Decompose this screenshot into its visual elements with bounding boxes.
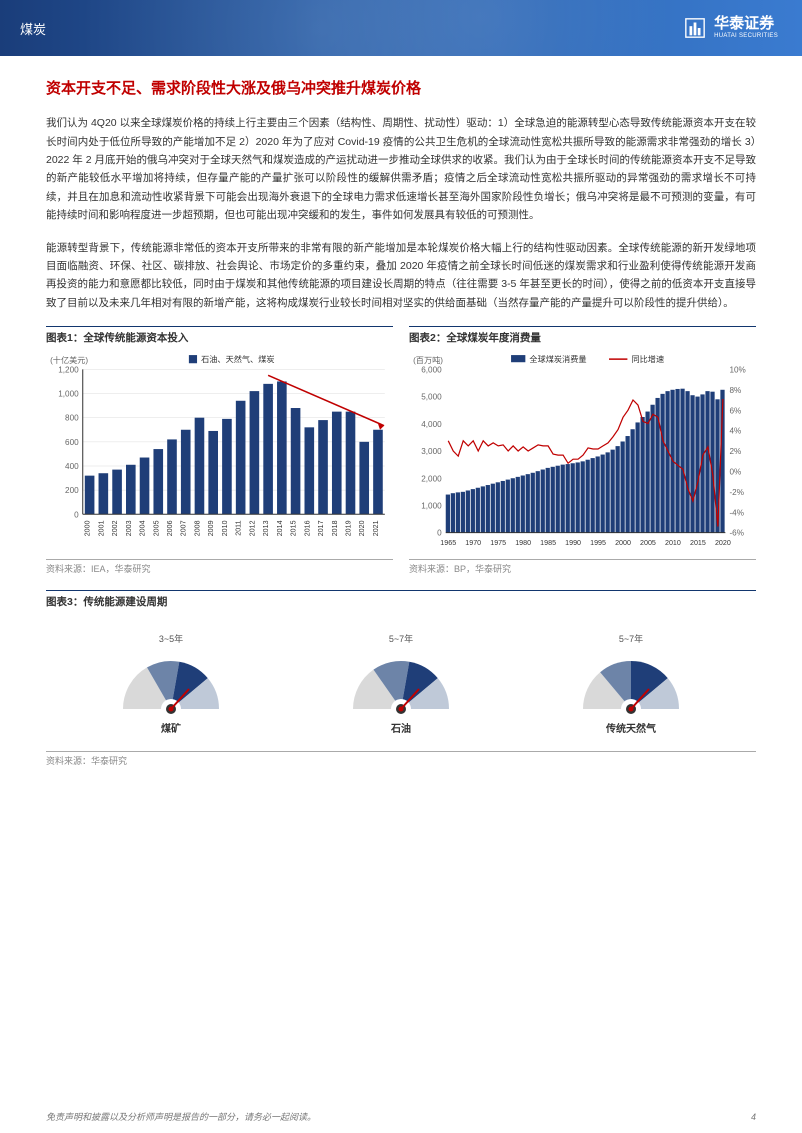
- svg-text:1975: 1975: [490, 539, 506, 547]
- disclaimer: 免责声明和披露以及分析师声明是报告的一部分，请务必一起阅读。: [46, 1110, 316, 1123]
- chart3-title: 图表3：传统能源建设周期: [46, 590, 756, 611]
- svg-text:6,000: 6,000: [421, 366, 442, 375]
- svg-text:2015: 2015: [690, 539, 706, 547]
- svg-text:2002: 2002: [111, 521, 119, 537]
- svg-text:2004: 2004: [139, 521, 147, 537]
- svg-text:2015: 2015: [290, 521, 298, 537]
- svg-text:(百万吨): (百万吨): [413, 356, 443, 366]
- svg-text:8%: 8%: [729, 386, 741, 395]
- svg-text:2020: 2020: [358, 521, 366, 537]
- svg-text:200: 200: [65, 487, 79, 496]
- svg-text:5,000: 5,000: [421, 393, 442, 402]
- svg-text:(十亿美元): (十亿美元): [50, 356, 88, 366]
- svg-text:2%: 2%: [729, 447, 741, 456]
- svg-text:1,000: 1,000: [421, 502, 442, 511]
- svg-text:同比增速: 同比增速: [631, 355, 664, 365]
- svg-text:0: 0: [74, 511, 79, 520]
- chart1-source: 资料来源：IEA，华泰研究: [46, 559, 393, 578]
- svg-text:1965: 1965: [440, 539, 456, 547]
- svg-text:600: 600: [65, 438, 79, 447]
- svg-text:1970: 1970: [465, 539, 481, 547]
- paragraph-2: 能源转型背景下，传统能源非常低的资本开支所带来的非常有限的新产能增加是本轮煤炭价…: [46, 239, 756, 313]
- svg-text:2006: 2006: [166, 521, 174, 537]
- gauge-top-label: 5~7年: [389, 632, 413, 648]
- svg-text:1995: 1995: [590, 539, 606, 547]
- svg-text:石油、天然气、煤炭: 石油、天然气、煤炭: [201, 355, 274, 365]
- chart1-title: 图表1：全球传统能源资本投入: [46, 326, 393, 347]
- svg-text:2005: 2005: [152, 521, 160, 537]
- chart1-svg: (十亿美元) 石油、天然气、煤炭 0 200 400 600 800 1,000 1,200 20…: [46, 351, 393, 555]
- svg-text:2020: 2020: [715, 539, 731, 547]
- gauge-item: 5~7年 传统天然气: [571, 632, 691, 739]
- chart1-box: 图表1：全球传统能源资本投入 (十亿美元) 石油、天然气、煤炭 0 200 400 600…: [46, 326, 393, 578]
- svg-text:2,000: 2,000: [421, 475, 442, 484]
- chart3-source: 资料来源：华泰研究: [46, 751, 756, 770]
- svg-text:3,000: 3,000: [421, 447, 442, 456]
- gauge-bottom-label: 传统天然气: [606, 721, 656, 739]
- svg-text:2017: 2017: [317, 521, 325, 537]
- svg-text:0: 0: [437, 529, 442, 538]
- svg-text:2021: 2021: [372, 521, 380, 537]
- brand-en: HUATAI SECURITIES: [714, 33, 778, 40]
- gauge-top-label: 3~5年: [159, 632, 183, 648]
- svg-text:2000: 2000: [615, 539, 631, 547]
- svg-text:2010: 2010: [665, 539, 681, 547]
- gauge-item: 5~7年 石油: [341, 632, 461, 739]
- svg-text:2003: 2003: [125, 521, 133, 537]
- svg-text:2012: 2012: [248, 521, 256, 537]
- svg-text:0%: 0%: [729, 468, 741, 477]
- brand-cn: 华泰证券: [714, 16, 778, 33]
- svg-text:-6%: -6%: [729, 529, 744, 538]
- svg-text:4%: 4%: [729, 427, 741, 436]
- svg-text:2008: 2008: [193, 521, 201, 537]
- svg-text:1985: 1985: [540, 539, 556, 547]
- svg-text:2010: 2010: [221, 521, 229, 537]
- svg-text:2001: 2001: [97, 521, 105, 537]
- svg-text:10%: 10%: [729, 366, 745, 375]
- svg-text:-2%: -2%: [729, 488, 744, 497]
- svg-text:1990: 1990: [565, 539, 581, 547]
- chart3-box: 图表3：传统能源建设周期 3~5年 煤矿 5~7年 石油 5~7年: [46, 590, 756, 769]
- footer: 免责声明和披露以及分析师声明是报告的一部分，请务必一起阅读。 4: [0, 1104, 802, 1133]
- gauge-icon: [341, 649, 461, 715]
- report-header: 煤炭 华泰证券 HUATAI SECURITIES: [0, 0, 802, 56]
- svg-text:2011: 2011: [235, 521, 243, 536]
- svg-text:2005: 2005: [640, 539, 656, 547]
- svg-text:2016: 2016: [303, 521, 311, 537]
- svg-text:2000: 2000: [84, 521, 92, 537]
- svg-text:2007: 2007: [180, 521, 188, 537]
- svg-text:2019: 2019: [345, 521, 353, 537]
- page-number: 4: [751, 1112, 756, 1122]
- svg-text:1,000: 1,000: [58, 390, 79, 399]
- svg-text:全球煤炭消费量: 全球煤炭消费量: [529, 355, 586, 365]
- gauge-icon: [571, 649, 691, 715]
- gauge-bottom-label: 煤矿: [161, 721, 181, 739]
- svg-text:2013: 2013: [262, 521, 270, 537]
- category-label: 煤炭: [20, 19, 46, 38]
- chart2-title: 图表2：全球煤炭年度消费量: [409, 326, 756, 347]
- paragraph-1: 我们认为 4Q20 以来全球煤炭价格的持续上行主要由三个因素（结构性、周期性、扰…: [46, 114, 756, 224]
- chart2-svg: (百万吨) 全球煤炭消费量 同比增速 0 1,000 2,000 3,000 4,000 5,0…: [409, 351, 756, 555]
- gauge-bottom-label: 石油: [391, 721, 411, 739]
- content-area: 资本开支不足、需求阶段性大涨及俄乌冲突推升煤炭价格 我们认为 4Q20 以来全球…: [0, 56, 802, 1104]
- brand-logo-icon: [684, 17, 706, 39]
- gauge-icon: [111, 649, 231, 715]
- chart2-box: 图表2：全球煤炭年度消费量 (百万吨) 全球煤炭消费量 同比增速 0 1,000 2,00…: [409, 326, 756, 578]
- svg-text:1980: 1980: [515, 539, 531, 547]
- svg-text:-4%: -4%: [729, 509, 744, 518]
- brand-block: 华泰证券 HUATAI SECURITIES: [684, 16, 778, 39]
- svg-text:2009: 2009: [207, 521, 215, 537]
- svg-text:2018: 2018: [331, 521, 339, 537]
- svg-text:1,200: 1,200: [58, 366, 79, 375]
- svg-text:800: 800: [65, 414, 79, 423]
- svg-text:4,000: 4,000: [421, 420, 442, 429]
- chart2-source: 资料来源：BP，华泰研究: [409, 559, 756, 578]
- svg-text:2014: 2014: [276, 521, 284, 537]
- gauge-top-label: 5~7年: [619, 632, 643, 648]
- gauge-item: 3~5年 煤矿: [111, 632, 231, 739]
- svg-text:6%: 6%: [729, 407, 741, 416]
- section-title: 资本开支不足、需求阶段性大涨及俄乌冲突推升煤炭价格: [46, 76, 756, 102]
- svg-text:400: 400: [65, 462, 79, 471]
